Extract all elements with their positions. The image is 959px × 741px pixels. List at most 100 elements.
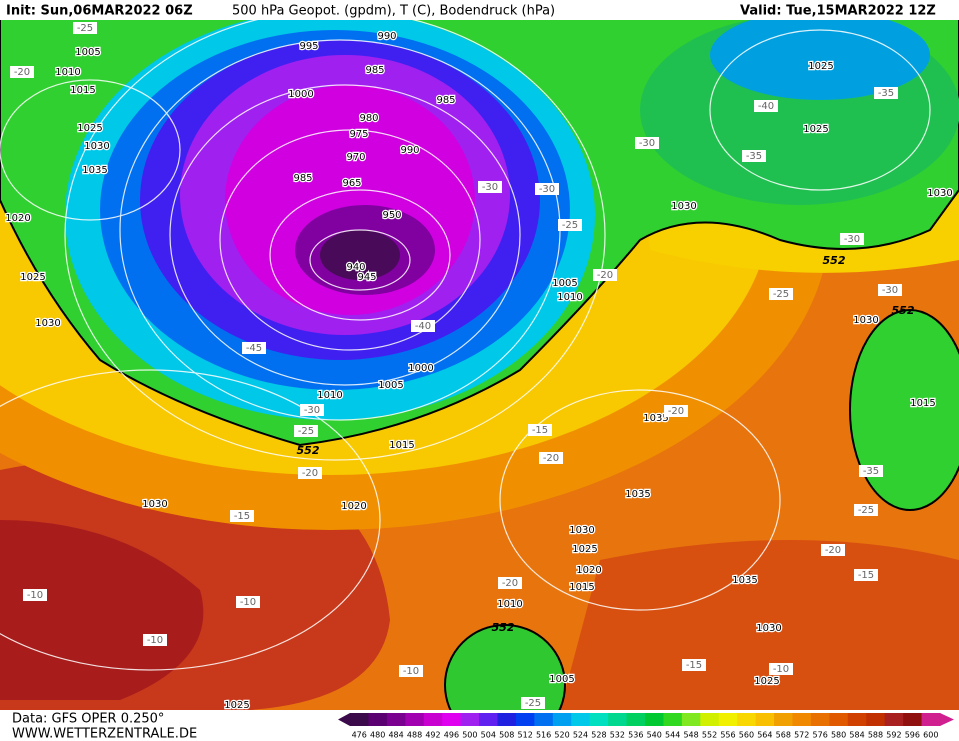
pressure-label: 1020: [5, 213, 30, 224]
temperature-label-box: [10, 66, 34, 78]
legend-label: 584: [849, 731, 864, 740]
temperature-label-box: [558, 219, 582, 231]
pressure-label: 1030: [927, 188, 952, 199]
legend-label: 596: [905, 731, 920, 740]
temperature-label-box: [528, 424, 552, 436]
temperature-label: -30: [539, 184, 555, 195]
pressure-label: 1005: [378, 380, 403, 391]
pressure-label: 1015: [389, 440, 414, 451]
pressure-label: 985: [293, 173, 312, 184]
temperature-label-box: [854, 504, 878, 516]
pressure-label: 950: [382, 210, 401, 221]
legend-label: 544: [665, 731, 680, 740]
legend-label: 480: [370, 731, 385, 740]
height-label: 552: [892, 304, 915, 317]
temperature-label-box: [242, 342, 266, 354]
temperature-label: -25: [858, 505, 874, 516]
legend-swatch: [460, 713, 480, 726]
legend-swatch: [903, 713, 923, 726]
temperature-label: -15: [686, 660, 702, 671]
temperature-label: -30: [844, 234, 860, 245]
legend-swatch: [608, 713, 628, 726]
legend-label: 572: [794, 731, 809, 740]
temperature-label-box: [521, 697, 545, 709]
temperature-label-box: [236, 596, 260, 608]
color-legend: 476 480 484 488 492 496 500 504 508 512 516 520 524 5…: [338, 713, 954, 740]
legend-label: 492: [425, 731, 440, 740]
pressure-label: 1010: [317, 390, 342, 401]
legend-swatch: [829, 713, 849, 726]
pressure-label: 1030: [671, 201, 696, 212]
temperature-label: -10: [240, 597, 256, 608]
pressure-label: 1005: [552, 278, 577, 289]
temperature-label-box: [535, 183, 559, 195]
pressure-label: 1015: [569, 582, 594, 593]
height-label: 552: [297, 444, 320, 457]
pressure-label: 1000: [288, 89, 313, 100]
pressure-label: 1010: [497, 599, 522, 610]
pressure-label: 1005: [549, 674, 574, 685]
pressure-label: 1035: [625, 489, 650, 500]
temperature-label-box: [230, 510, 254, 522]
pressure-label: 1035: [82, 165, 107, 176]
legend-swatch: [350, 713, 369, 726]
height-label: 552: [492, 621, 515, 634]
legend-label: 548: [683, 731, 698, 740]
data-source: Data: GFS OPER 0.250°: [12, 712, 164, 727]
temperature-label: -20: [825, 545, 841, 556]
temperature-label: -40: [758, 101, 774, 112]
legend-label: 504: [481, 731, 496, 740]
pressure-label: 1030: [35, 318, 60, 329]
temperature-label-box: [769, 663, 793, 675]
temperature-label: -10: [27, 590, 43, 601]
temperature-label: -20: [597, 270, 613, 281]
legend-label: 600: [923, 731, 938, 740]
pressure-labels: 995 990 985 1005 1010 1015 1000 980 975 …: [4, 30, 954, 713]
temperature-label-box: [298, 467, 322, 479]
temperature-label: -35: [746, 151, 762, 162]
temperature-label-box: [859, 465, 883, 477]
legend-swatch: [386, 713, 406, 726]
pressure-label: 1020: [341, 501, 366, 512]
pressure-label: 1025: [808, 61, 833, 72]
temperature-label-box: [878, 284, 902, 296]
temperature-label-box: [635, 137, 659, 149]
legend-label: 560: [739, 731, 754, 740]
legend-label: 532: [610, 731, 625, 740]
legend-swatch: [497, 713, 517, 726]
legend-swatch: [866, 713, 886, 726]
pressure-label: 945: [357, 272, 376, 283]
legend-swatch: [663, 713, 683, 726]
temperature-label: -20: [543, 453, 559, 464]
pressure-label: 970: [346, 152, 365, 163]
pressure-label: 1030: [853, 315, 878, 326]
pressure-label: 1025: [754, 676, 779, 687]
temperature-label-box: [498, 577, 522, 589]
temperature-label: -25: [298, 426, 314, 437]
pressure-label: 990: [377, 31, 396, 42]
init-time: Init: Sun,06MAR2022 06Z: [6, 4, 193, 19]
valid-time: Valid: Tue,15MAR2022 12Z: [740, 4, 936, 19]
height-label: 552: [823, 254, 846, 267]
temperature-label: -25: [562, 220, 578, 231]
pressure-label: 985: [436, 95, 455, 106]
legend-swatch: [589, 713, 609, 726]
pressure-label: 1015: [910, 398, 935, 409]
legend-swatch: [626, 713, 646, 726]
temperature-label: -30: [304, 405, 320, 416]
pressure-label: 1005: [75, 47, 100, 58]
legend-swatch: [792, 713, 812, 726]
legend-swatch: [479, 713, 498, 726]
temperature-label-box: [478, 181, 502, 193]
temperature-label: -10: [773, 664, 789, 675]
temperature-label-box: [754, 100, 778, 112]
temperature-label-box: [682, 659, 706, 671]
legend-swatch: [552, 713, 572, 726]
temperature-label-box: [143, 634, 167, 646]
legend-label: 528: [591, 731, 606, 740]
temperature-label: -35: [878, 88, 894, 99]
temperature-label-box: [840, 233, 864, 245]
legend-label: 508: [499, 731, 514, 740]
